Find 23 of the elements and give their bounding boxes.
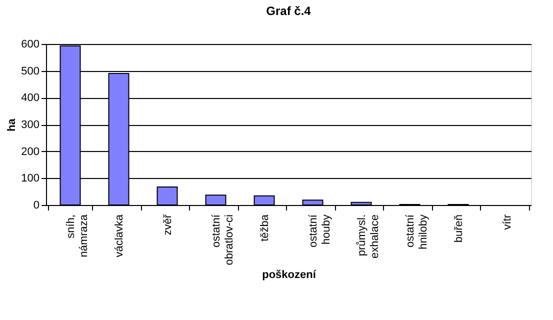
x-tick-label: sníh, námraza — [64, 214, 90, 258]
y-tick-label: 100 — [21, 172, 40, 185]
bar — [254, 195, 275, 206]
y-tick-label: 300 — [21, 119, 40, 131]
bar — [156, 186, 178, 206]
y-axis-title: ha — [6, 118, 18, 132]
bar — [205, 194, 226, 206]
bar — [302, 200, 324, 206]
y-tick-label: 0 — [33, 200, 40, 212]
bar — [350, 202, 372, 206]
y-tick-label: 200 — [21, 146, 40, 158]
x-tick-label: ostatní houby — [307, 214, 332, 248]
x-axis-title: poškození — [262, 269, 317, 282]
x-tick-label: těžba — [258, 214, 271, 242]
chart-title: Graf č.4 — [266, 4, 312, 18]
y-tick-label: 600 — [21, 38, 40, 50]
y-tick-label: 400 — [21, 92, 40, 104]
x-tick-label: zvěř — [162, 214, 174, 236]
x-tick-label: buřeň — [452, 214, 465, 243]
y-tick-label: 500 — [21, 65, 40, 78]
x-tick-label: václavka — [113, 214, 126, 258]
x-tick-label: ostatní hniloby — [404, 214, 430, 250]
x-tick-label: vítr — [501, 214, 514, 230]
